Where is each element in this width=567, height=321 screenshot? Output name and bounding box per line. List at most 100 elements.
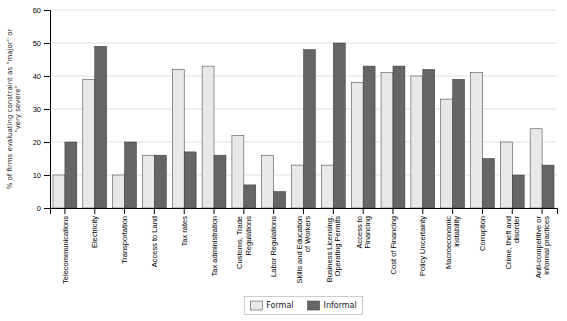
x-tick-label: Labor Regulations: [269, 216, 278, 277]
bar: [292, 165, 304, 208]
x-tick-mark: [184, 208, 185, 214]
plot: 0102030405060TelecommunicationsElectrici…: [33, 6, 558, 284]
y-tick: 50: [33, 39, 50, 48]
bar: [262, 155, 274, 208]
x-tick-mark: [124, 208, 125, 214]
bar: [244, 185, 256, 208]
legend-label: Formal: [266, 301, 293, 310]
x-tick-label: Crime, theft anddisorder: [504, 216, 521, 270]
x-tick: Tax rates: [180, 208, 189, 246]
x-tick-mark: [542, 208, 543, 214]
bar: [453, 79, 465, 208]
x-tick-mark: [303, 208, 304, 214]
x-tick: Electricity: [90, 208, 99, 248]
legend-swatch: [308, 301, 320, 310]
bar: [142, 155, 154, 208]
x-tick: Anti-competitive orinformal practices: [534, 208, 551, 278]
x-tick-label: Anti-competitive orinformal practices: [534, 216, 551, 279]
x-tick: Tax administration: [210, 208, 219, 276]
x-tick-label: Cost of Financing: [389, 216, 398, 274]
bar: [381, 73, 393, 208]
x-tick: Corruption: [478, 208, 487, 251]
x-tick-label: Electricity: [90, 216, 99, 248]
bar: [125, 142, 137, 208]
bar: [411, 76, 423, 208]
bar: [184, 152, 196, 208]
y-tick-mark: [44, 109, 50, 110]
x-tick: Macroeconomicinstability: [444, 208, 461, 269]
x-tick-mark: [333, 208, 334, 214]
y-tick-mark: [44, 208, 50, 209]
x-tick-mark: [422, 208, 423, 214]
grid-line: [50, 10, 557, 11]
y-tick-label: 30: [33, 105, 41, 114]
x-tick-label: Tax rates: [180, 216, 189, 247]
bar: [154, 155, 166, 208]
x-tick-label: Access to Land: [150, 216, 159, 267]
x-tick: Crime, theft anddisorder: [504, 208, 521, 269]
x-tick: Skills and Educationof Workers: [295, 208, 312, 284]
y-tick-mark: [44, 43, 50, 44]
bar: [65, 142, 77, 208]
x-tick-mark: [482, 208, 483, 214]
bar: [500, 142, 512, 208]
legend: Formal Informal: [244, 297, 363, 315]
bar-series: [65, 43, 554, 208]
x-axis: Telecommunications Electricity Transportat…: [51, 208, 558, 284]
x-tick: Access to Land: [150, 208, 159, 267]
x-tick-label: Telecommunications: [61, 216, 70, 284]
bar: [53, 175, 65, 208]
x-tick-label: Macroeconomicinstability: [444, 216, 461, 269]
bar: [113, 175, 125, 208]
bar: [441, 99, 453, 208]
bar-series: [53, 66, 542, 208]
bar: [351, 83, 363, 208]
bar: [393, 66, 405, 208]
bar: [83, 79, 95, 208]
x-tick-mark: [273, 208, 274, 214]
bar: [530, 129, 542, 208]
y-tick: 20: [33, 138, 50, 147]
bar: [172, 69, 184, 208]
grid: [50, 10, 557, 208]
bar: [321, 165, 333, 208]
legend-item: Formal: [250, 301, 293, 310]
x-tick-label: Transportation: [120, 216, 129, 264]
bar: [202, 66, 214, 208]
x-tick: Telecommunications: [61, 208, 70, 284]
x-tick-mark: [243, 208, 244, 214]
x-tick: Access toFinancing: [355, 208, 372, 249]
x-tick: Transportation: [120, 208, 129, 264]
y-tick: 30: [33, 105, 50, 114]
x-tick: Cost of Financing: [389, 208, 398, 274]
bar: [232, 135, 244, 208]
y-tick-label: 20: [33, 138, 41, 147]
bar: [542, 165, 554, 208]
bar: [482, 159, 494, 209]
bar: [363, 66, 375, 208]
x-tick-label: Skills and Educationof Workers: [295, 216, 312, 284]
y-tick-mark: [44, 76, 50, 77]
bar: [333, 43, 345, 208]
y-tick-label: 10: [33, 171, 41, 180]
legend-item: Informal: [308, 301, 357, 310]
y-axis-line: [44, 11, 51, 209]
x-tick-label: Customs, TradeRegulations: [235, 216, 252, 269]
y-tick: 60: [33, 6, 50, 15]
x-tick-label: Corruption: [478, 216, 487, 251]
x-tick-label: Tax administration: [210, 216, 219, 276]
x-tick: Labor Regulations: [269, 208, 278, 277]
x-axis-line: [51, 209, 558, 215]
x-tick-mark: [94, 208, 95, 214]
x-tick-mark: [392, 208, 393, 214]
x-tick-label: Policy Uncertainty: [418, 216, 427, 276]
bar: [423, 69, 435, 208]
bar: [512, 175, 524, 208]
x-tick: Business Licensing,Operating Permits: [325, 208, 342, 282]
bar: [471, 73, 483, 208]
y-axis: 0102030405060: [33, 6, 51, 213]
x-tick-mark: [452, 208, 453, 214]
x-tick: Customs, TradeRegulations: [235, 208, 252, 269]
bar: [95, 46, 107, 208]
y-tick-label: 60: [33, 6, 41, 15]
